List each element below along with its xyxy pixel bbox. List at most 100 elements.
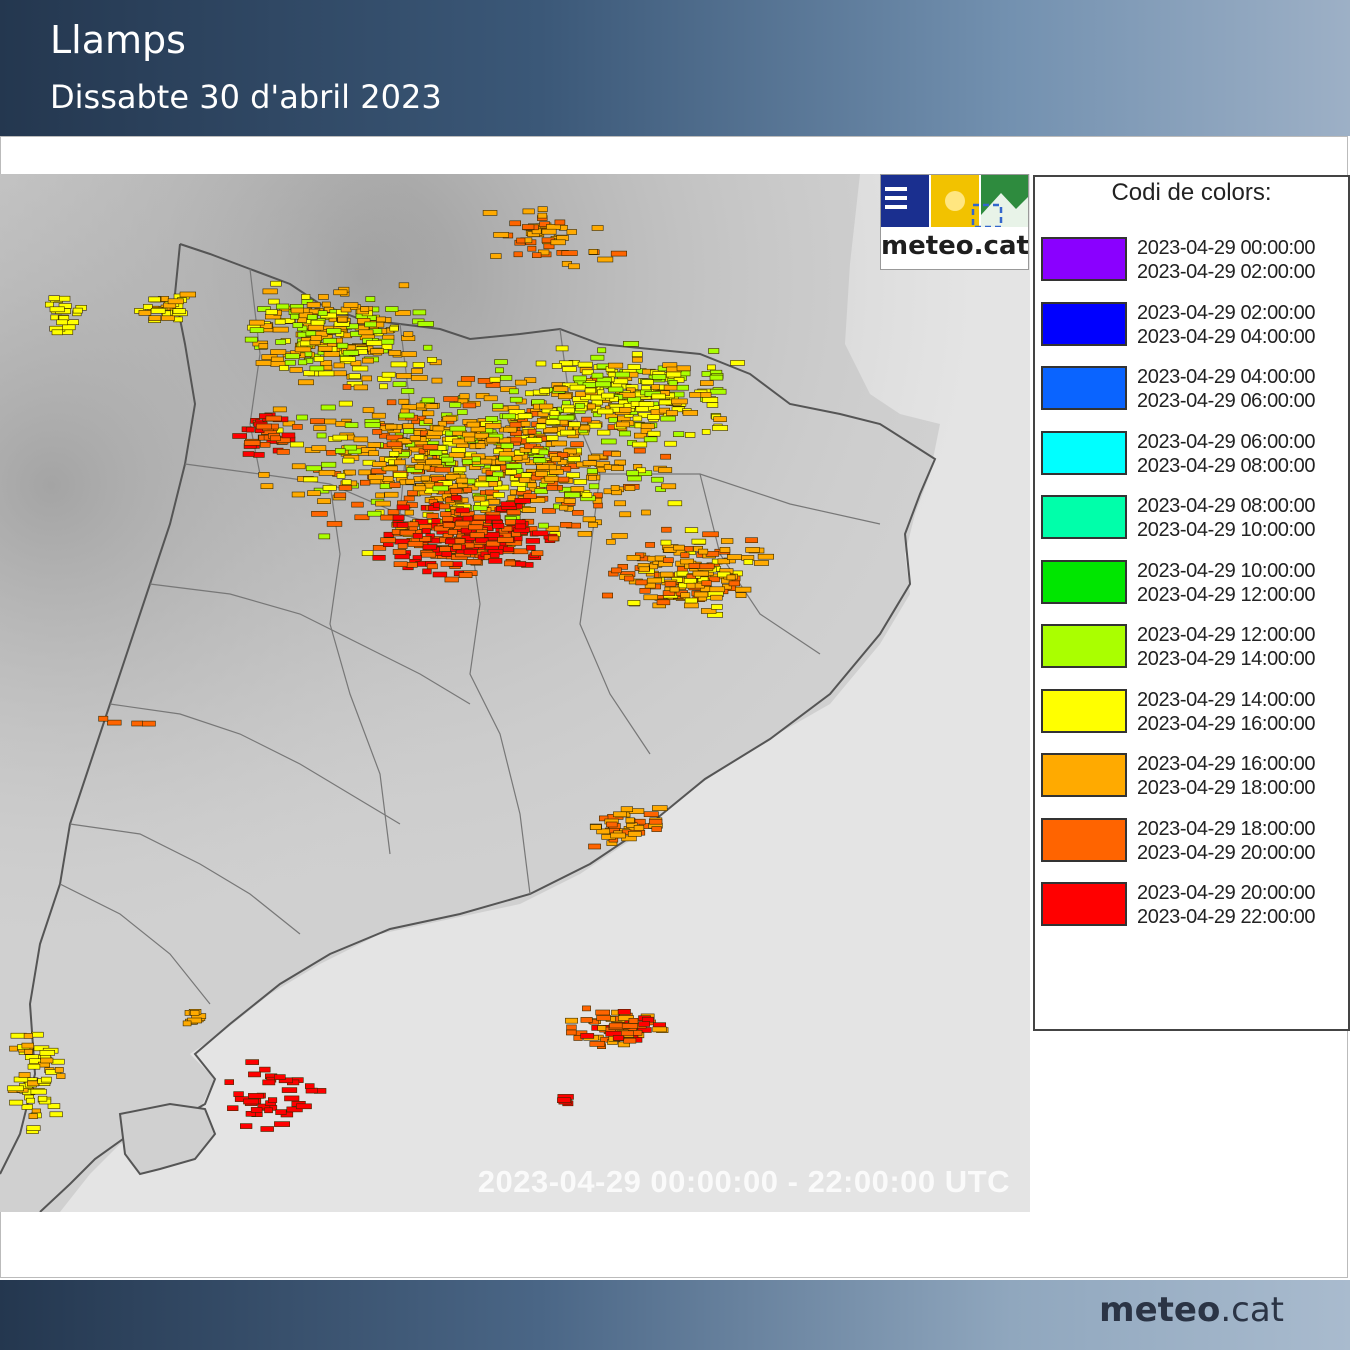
legend-title: Codi de colors:: [1111, 179, 1272, 206]
lightning-strike: [514, 379, 527, 386]
lightning-strike: [493, 448, 504, 455]
lightning-strike: [647, 414, 660, 420]
lightning-strike: [333, 289, 348, 296]
lightning-strike: [269, 435, 281, 442]
lightning-strike: [302, 476, 319, 483]
lightning-strike: [699, 563, 715, 570]
lightning-strike: [380, 514, 394, 521]
lightning-strike: [658, 467, 673, 473]
lightning-strike: [485, 423, 502, 429]
lightning-strike: [560, 521, 573, 528]
lightning-strike: [482, 210, 498, 216]
lightning-strike: [242, 451, 255, 457]
lightning-strike: [475, 443, 486, 449]
lightning-strike: [44, 301, 54, 308]
lightning-strike: [21, 1042, 34, 1049]
legend-to-time: 2023-04-29 18:00:00: [1137, 777, 1316, 799]
lightning-strike: [607, 362, 624, 369]
lightning-strike: [380, 537, 396, 544]
lightning-strike: [588, 249, 598, 255]
lightning-strike: [485, 382, 501, 388]
lightning-strike: [444, 538, 456, 545]
lightning-strike: [26, 1097, 35, 1104]
lightning-strike: [643, 436, 658, 443]
lightning-strike: [546, 435, 559, 441]
lightning-strike: [414, 464, 425, 470]
lightning-strike: [58, 303, 72, 309]
lightning-strike: [305, 465, 322, 472]
lightning-strike: [432, 485, 449, 492]
lightning-strike: [30, 1088, 47, 1095]
lightning-strike: [619, 407, 632, 413]
lightning-strike: [316, 432, 327, 439]
lightning-strike: [598, 815, 609, 822]
lightning-strike: [646, 577, 663, 584]
lightning-strike: [413, 454, 425, 460]
lightning-strike: [543, 243, 555, 250]
lightning-strike: [322, 338, 337, 344]
lightning-strike: [488, 481, 498, 487]
lightning-strike: [600, 438, 617, 445]
legend-from-time: 2023-04-29 08:00:00: [1137, 495, 1316, 517]
lightning-strike: [167, 298, 184, 305]
lightning-strike: [622, 341, 639, 347]
lightning-strike: [232, 433, 248, 439]
lightning-strike: [680, 552, 690, 559]
legend-to-time: 2023-04-29 14:00:00: [1137, 648, 1316, 670]
lightning-strike: [615, 421, 630, 428]
lightning-strike: [9, 1045, 18, 1052]
lightning-strike: [656, 599, 671, 606]
lightning-strike: [343, 302, 359, 308]
lightning-strike: [255, 360, 272, 366]
lightning-strike: [398, 398, 410, 405]
lightning-strike: [318, 294, 329, 300]
ebro-delta: [118, 1102, 217, 1176]
legend-item: 2023-04-29 20:00:00 2023-04-29 22:00:00: [1041, 882, 1347, 932]
lightning-strike: [493, 232, 510, 238]
lightning-strike: [683, 578, 697, 584]
lightning-strike: [601, 392, 615, 399]
lightning-strike: [375, 492, 385, 499]
lightning-strike: [411, 368, 423, 374]
lightning-strike: [402, 423, 414, 429]
lightning-strike: [526, 544, 536, 551]
lightning-strike: [422, 444, 439, 451]
lightning-strike: [641, 509, 651, 516]
lightning-strike: [384, 491, 399, 498]
lightning-strike: [719, 546, 731, 553]
lightning-strike: [542, 427, 558, 433]
lightning-strike: [275, 339, 287, 345]
lightning-strike: [618, 430, 631, 437]
lightning-strike: [610, 832, 626, 839]
lightning-strike: [709, 586, 725, 593]
lightning-strike: [439, 503, 450, 510]
lightning-strike: [597, 1025, 607, 1031]
lightning-strike: [684, 602, 699, 609]
logo-text: meteo.cat: [881, 231, 1029, 261]
lightning-strike: [284, 359, 296, 366]
lightning-strike: [451, 447, 466, 453]
lightning-strike: [483, 395, 498, 402]
lightning-strike: [513, 251, 523, 258]
lightning-strike: [641, 379, 654, 385]
lightning-strike: [689, 392, 702, 398]
lightning-strike: [389, 325, 399, 332]
lightning-strike: [577, 361, 593, 368]
lightning-strike: [333, 362, 345, 369]
lightning-strike: [559, 504, 569, 511]
lightning-strike: [735, 586, 752, 593]
lightning-strike: [550, 239, 566, 246]
lightning-strike: [322, 485, 337, 491]
lightning-strike: [292, 322, 303, 328]
lightning-strike: [463, 487, 473, 494]
lightning-strike: [709, 388, 727, 395]
lightning-strike: [486, 436, 500, 443]
lightning-strike: [441, 456, 454, 463]
lightning-strike: [370, 348, 384, 354]
lightning-map[interactable]: [0, 174, 1030, 1212]
lightning-strike: [624, 575, 635, 582]
lightning-strike: [142, 720, 156, 727]
lightning-strike: [452, 544, 462, 550]
lightning-strike: [407, 541, 424, 547]
lightning-strike: [548, 535, 559, 542]
